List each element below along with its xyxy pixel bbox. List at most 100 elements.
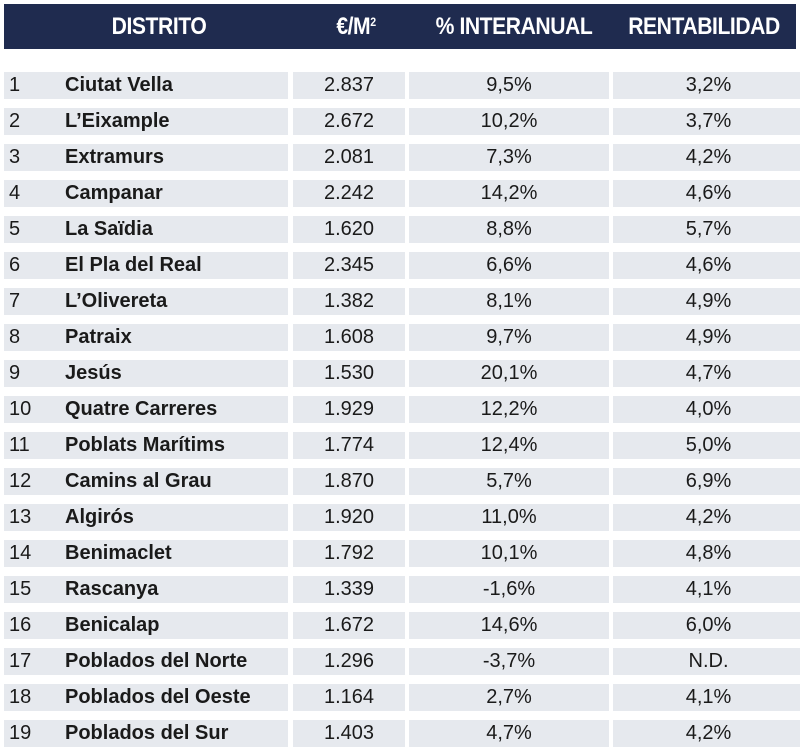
district-cell: 17 Poblados del Norte bbox=[4, 648, 288, 675]
column-header-distrito: DISTRITO bbox=[111, 13, 207, 40]
district-name: Campanar bbox=[65, 182, 163, 204]
year-over-year-cell: 6,6% bbox=[409, 252, 609, 279]
table-header: DISTRITO €/M2 % INTERANUAL RENTABILIDAD bbox=[4, 4, 796, 49]
rentabilidad-cell: 6,0% bbox=[613, 612, 800, 639]
district-name: Extramurs bbox=[65, 146, 164, 168]
district-number: 8 bbox=[9, 326, 21, 348]
price-per-m2-cell: 2.672 bbox=[293, 108, 405, 135]
price-per-m2-cell: 1.792 bbox=[293, 540, 405, 567]
rentabilidad-cell: 5,7% bbox=[613, 216, 800, 243]
year-over-year-cell: 11,0% bbox=[409, 504, 609, 531]
district-name: Poblados del Oeste bbox=[65, 686, 251, 708]
price-per-m2-cell: 2.345 bbox=[293, 252, 405, 279]
district-number: 4 bbox=[9, 182, 21, 204]
district-number: 13 bbox=[9, 506, 32, 528]
district-cell: 16 Benicalap bbox=[4, 612, 288, 639]
district-name: L’Olivereta bbox=[65, 290, 168, 312]
district-name: Poblados del Sur bbox=[65, 722, 229, 744]
year-over-year-cell: 10,1% bbox=[409, 540, 609, 567]
table-row: 7 L’Olivereta 1.382 8,1% 4,9% bbox=[4, 286, 800, 322]
district-cell: 13 Algirós bbox=[4, 504, 288, 531]
district-cell: 3 Extramurs bbox=[4, 144, 288, 171]
year-over-year-cell: 8,8% bbox=[409, 216, 609, 243]
district-cell: 11 Poblats Marítims bbox=[4, 432, 288, 459]
price-per-m2-cell: 1.870 bbox=[293, 468, 405, 495]
district-cell: 19 Poblados del Sur bbox=[4, 720, 288, 747]
price-per-m2-cell: 1.296 bbox=[293, 648, 405, 675]
table-row: 10 Quatre Carreres 1.929 12,2% 4,0% bbox=[4, 394, 800, 430]
rentabilidad-cell: N.D. bbox=[613, 648, 800, 675]
year-over-year-cell: -1,6% bbox=[409, 576, 609, 603]
district-cell: 8 Patraix bbox=[4, 324, 288, 351]
year-over-year-cell: 8,1% bbox=[409, 288, 609, 315]
district-number: 18 bbox=[9, 686, 32, 708]
price-per-m2-cell: 1.920 bbox=[293, 504, 405, 531]
rentabilidad-cell: 4,2% bbox=[613, 144, 800, 171]
district-cell: 12 Camins al Grau bbox=[4, 468, 288, 495]
district-name: Benimaclet bbox=[65, 542, 172, 564]
district-name: El Pla del Real bbox=[65, 254, 202, 276]
district-number: 2 bbox=[9, 110, 21, 132]
table-row: 19 Poblados del Sur 1.403 4,7% 4,2% bbox=[4, 718, 800, 754]
table-row: 6 El Pla del Real 2.345 6,6% 4,6% bbox=[4, 250, 800, 286]
district-name: Algirós bbox=[65, 506, 134, 528]
district-cell: 15 Rascanya bbox=[4, 576, 288, 603]
table-row: 1 Ciutat Vella 2.837 9,5% 3,2% bbox=[4, 70, 800, 106]
table-row: 17 Poblados del Norte 1.296 -3,7% N.D. bbox=[4, 646, 800, 682]
table-row: 12 Camins al Grau 1.870 5,7% 6,9% bbox=[4, 466, 800, 502]
rentabilidad-cell: 4,9% bbox=[613, 288, 800, 315]
district-cell: 2 L’Eixample bbox=[4, 108, 288, 135]
price-per-m2-cell: 1.620 bbox=[293, 216, 405, 243]
district-cell: 4 Campanar bbox=[4, 180, 288, 207]
district-number: 6 bbox=[9, 254, 21, 276]
table-row: 16 Benicalap 1.672 14,6% 6,0% bbox=[4, 610, 800, 646]
district-number: 9 bbox=[9, 362, 21, 384]
price-per-m2-cell: 1.774 bbox=[293, 432, 405, 459]
district-name: Patraix bbox=[65, 326, 132, 348]
district-name: Poblats Marítims bbox=[65, 434, 226, 456]
district-name: Rascanya bbox=[65, 578, 159, 600]
rentabilidad-cell: 4,8% bbox=[613, 540, 800, 567]
rentabilidad-cell: 4,7% bbox=[613, 360, 800, 387]
price-per-m2-cell: 1.672 bbox=[293, 612, 405, 639]
table-row: 14 Benimaclet 1.792 10,1% 4,8% bbox=[4, 538, 800, 574]
district-name: Camins al Grau bbox=[65, 470, 212, 492]
district-name: Jesús bbox=[65, 362, 122, 384]
district-number: 19 bbox=[9, 722, 32, 744]
district-number: 10 bbox=[9, 398, 32, 420]
district-cell: 10 Quatre Carreres bbox=[4, 396, 288, 423]
district-number: 7 bbox=[9, 290, 21, 312]
district-number: 15 bbox=[9, 578, 32, 600]
column-header-price: €/M2 bbox=[307, 4, 406, 49]
table-row: 18 Poblados del Oeste 1.164 2,7% 4,1% bbox=[4, 682, 800, 718]
district-cell: 7 L’Olivereta bbox=[4, 288, 288, 315]
table-row: 15 Rascanya 1.339 -1,6% 4,1% bbox=[4, 574, 800, 610]
price-per-m2-cell: 1.929 bbox=[293, 396, 405, 423]
district-number: 3 bbox=[9, 146, 21, 168]
table-row: 4 Campanar 2.242 14,2% 4,6% bbox=[4, 178, 800, 214]
price-per-m2-cell: 1.339 bbox=[293, 576, 405, 603]
year-over-year-cell: 2,7% bbox=[409, 684, 609, 711]
price-per-m2-cell: 1.403 bbox=[293, 720, 405, 747]
table-row: 5 La Saïdia 1.620 8,8% 5,7% bbox=[4, 214, 800, 250]
price-per-m2-cell: 1.530 bbox=[293, 360, 405, 387]
column-header-rentabilidad: RENTABILIDAD bbox=[628, 13, 780, 40]
year-over-year-cell: 4,7% bbox=[409, 720, 609, 747]
table-row: 11 Poblats Marítims 1.774 12,4% 5,0% bbox=[4, 430, 800, 466]
district-cell: 5 La Saïdia bbox=[4, 216, 288, 243]
table-row: 13 Algirós 1.920 11,0% 4,2% bbox=[4, 502, 800, 538]
column-header-price-label: €/M bbox=[336, 13, 371, 40]
table-row: 3 Extramurs 2.081 7,3% 4,2% bbox=[4, 142, 800, 178]
rentabilidad-cell: 3,7% bbox=[613, 108, 800, 135]
year-over-year-cell: 14,6% bbox=[409, 612, 609, 639]
rentabilidad-cell: 4,1% bbox=[613, 684, 800, 711]
district-number: 12 bbox=[9, 470, 32, 492]
year-over-year-cell: 12,4% bbox=[409, 432, 609, 459]
table-row: 9 Jesús 1.530 20,1% 4,7% bbox=[4, 358, 800, 394]
price-per-m2-cell: 2.837 bbox=[293, 72, 405, 99]
district-number: 11 bbox=[9, 434, 30, 456]
district-number: 16 bbox=[9, 614, 32, 636]
district-cell: 1 Ciutat Vella bbox=[4, 72, 288, 99]
rentabilidad-cell: 4,1% bbox=[613, 576, 800, 603]
price-per-m2-cell: 2.242 bbox=[293, 180, 405, 207]
